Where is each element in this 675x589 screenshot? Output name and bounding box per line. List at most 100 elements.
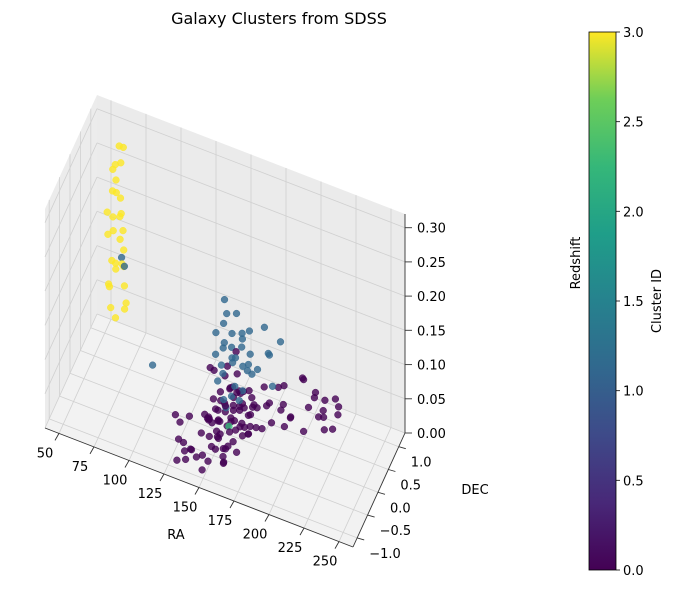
- x-tick-label: 250: [313, 555, 338, 570]
- scatter-point: [119, 227, 127, 235]
- y-grid-floor: [69, 372, 379, 493]
- scatter-point: [204, 457, 212, 465]
- y-tick-label: 0.0: [390, 501, 411, 516]
- scatter-point: [258, 425, 266, 433]
- y-tick-label: 0.5: [400, 479, 421, 494]
- scatter-point: [111, 259, 120, 267]
- z-grid-left: [44, 313, 98, 429]
- z-tick-label: 0.10: [417, 359, 446, 374]
- scatter-point: [108, 187, 117, 195]
- scatter-point: [107, 304, 115, 312]
- scatter-point: [246, 350, 254, 358]
- scatter-point: [233, 389, 241, 397]
- x-tick-label: 175: [208, 514, 233, 529]
- x-grid-floor: [93, 332, 147, 448]
- scatter-point: [179, 438, 188, 447]
- scatter-point: [239, 362, 247, 370]
- colorbar-tick-label: 3.0: [623, 26, 644, 41]
- scatter-point: [175, 435, 183, 443]
- scatter-point: [186, 445, 195, 453]
- z-tick-label: 0.15: [417, 324, 446, 339]
- z-grid-back: [96, 108, 406, 229]
- scatter-point: [300, 376, 308, 384]
- scatter-point: [260, 383, 268, 391]
- y-tick-mark: [388, 469, 396, 472]
- y-tick-label: 1.0: [411, 456, 432, 471]
- scatter-point: [176, 418, 184, 426]
- scatter-point: [103, 208, 111, 216]
- scatter-point: [226, 428, 234, 436]
- scatter-point: [120, 305, 129, 313]
- x-grid-floor: [233, 386, 287, 502]
- x-tick-mark: [159, 473, 165, 482]
- grid-lines: [44, 100, 406, 542]
- scatter-point: [120, 262, 129, 270]
- scatter-point: [149, 361, 157, 369]
- x-grid-floor: [303, 413, 357, 529]
- z-grid-left: [44, 108, 98, 223]
- x-tick-label: 75: [72, 460, 89, 475]
- scatter-point: [253, 365, 262, 374]
- scatter-point: [245, 327, 254, 335]
- scatter-point: [231, 382, 239, 391]
- colorbar-tick-label: 2.0: [623, 205, 644, 220]
- scatter-point: [205, 432, 213, 441]
- z-grid-left: [44, 211, 98, 326]
- z-tick-label: 0.05: [417, 393, 446, 408]
- x-tick-label: 225: [278, 541, 303, 556]
- z-grid-left: [44, 142, 98, 258]
- scatter-point: [212, 405, 220, 413]
- scatter-point: [219, 459, 228, 467]
- scatter-point: [248, 394, 256, 402]
- scatter-point: [223, 310, 231, 318]
- scatter-point: [263, 402, 271, 410]
- z-tick-label: 0.00: [417, 427, 446, 442]
- colorbar-label: Cluster ID: [650, 269, 665, 333]
- scatter-point: [329, 425, 337, 433]
- z-axis-label: Redshift: [569, 237, 584, 290]
- y-tick-label: −1.0: [369, 547, 401, 562]
- scatter-point: [319, 407, 327, 415]
- z-grid-back: [96, 245, 406, 365]
- z-grid-back: [96, 142, 406, 263]
- scatter-point: [112, 176, 120, 184]
- scatter-point: [277, 406, 285, 414]
- z-grid-left: [44, 279, 98, 394]
- scatter-point: [216, 388, 225, 396]
- scatter-point: [219, 369, 227, 378]
- scatter-point: [250, 401, 258, 409]
- x-tick-mark: [229, 500, 235, 509]
- z-grid-left: [44, 176, 98, 292]
- x-tick-label: 125: [138, 487, 163, 502]
- scatter-point: [228, 343, 236, 351]
- x-tick-label: 50: [37, 446, 54, 461]
- scatter-point: [211, 445, 220, 453]
- scatter-point: [117, 253, 126, 262]
- z-tick-label: 0.30: [417, 222, 446, 237]
- scatter-point: [104, 230, 112, 238]
- x-tick-label: 150: [173, 501, 198, 516]
- scatter-point: [197, 429, 205, 437]
- scatter-point: [265, 351, 274, 359]
- chart-title: Galaxy Clusters from SDSS: [171, 9, 387, 28]
- scatter-point: [228, 392, 236, 400]
- scatter-point: [238, 343, 246, 351]
- scatter-point: [198, 451, 207, 459]
- scatter-point: [268, 382, 277, 390]
- tick-labels: 50 75 100 125 150 175 200 225 250 −1.0 −0.5 0.0 0.5 1…: [37, 222, 446, 570]
- scatter-point: [320, 426, 328, 434]
- scatter-point: [240, 404, 248, 412]
- scatter-point: [300, 427, 308, 436]
- scatter-point: [171, 411, 180, 419]
- scatter-point: [216, 417, 224, 426]
- scatter-point: [115, 142, 123, 150]
- scatter-point: [217, 361, 226, 369]
- y-axis-label: DEC: [461, 483, 488, 498]
- x-tick-mark: [299, 527, 305, 536]
- y-tick-mark: [377, 491, 386, 495]
- scatter-point: [320, 413, 328, 421]
- scatter-point: [221, 445, 230, 453]
- scatter-point: [246, 411, 255, 419]
- scatter-point: [245, 387, 253, 395]
